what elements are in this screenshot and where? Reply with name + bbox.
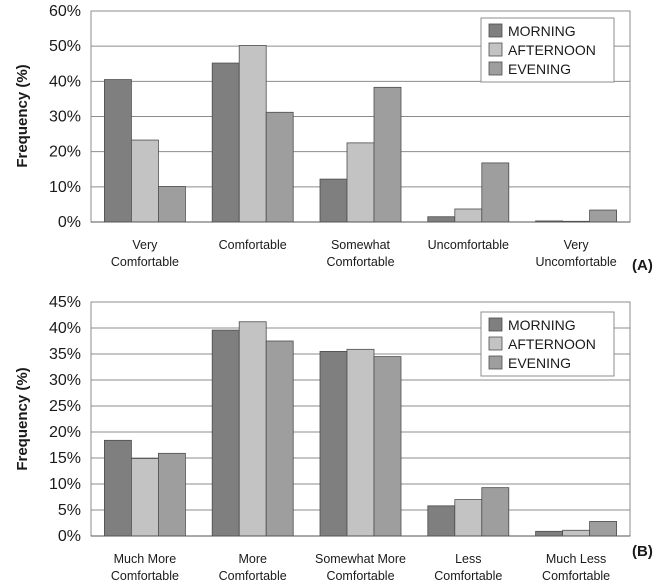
y-tick-label: 50% (49, 38, 81, 55)
x-category-label: Somewhat (331, 238, 391, 252)
y-tick-label: 0% (58, 214, 81, 231)
x-category-label: Comfortable (111, 569, 179, 583)
bar-morning (211, 62, 240, 223)
legend-label: EVENING (508, 61, 571, 77)
bar-morning (535, 530, 563, 537)
legend-label: MORNING (508, 23, 576, 39)
bar-afternoon (238, 45, 267, 223)
legend-swatch (488, 336, 503, 351)
x-category-label: Comfortable (111, 255, 179, 269)
chart-panel-a: 0% 10% 20% 30% 40% 50% 60% Very Comfortable Comfo… (14, 3, 653, 274)
x-category-label: More (238, 552, 267, 566)
y-tick-label: 25% (49, 398, 81, 415)
bar-afternoon (346, 348, 375, 537)
y-tick-label: 30% (49, 109, 81, 126)
legend-label: AFTERNOON (508, 42, 596, 58)
bar-evening (265, 340, 294, 537)
y-tick-label: 40% (49, 320, 81, 337)
bar-morning (427, 216, 456, 223)
y-axis-label: Frequency (%) (14, 367, 31, 470)
bar-afternoon (562, 529, 590, 537)
bar-morning (211, 329, 240, 537)
x-category-label: Comfortable (542, 569, 610, 583)
x-category-label: Very (132, 238, 158, 252)
x-category-label: Much More (114, 552, 177, 566)
bar-afternoon (130, 458, 159, 537)
bar-evening (373, 356, 402, 537)
legend-swatch (488, 23, 503, 38)
y-tick-label: 60% (49, 3, 81, 20)
x-category-label: Less (455, 552, 481, 566)
x-category-label: Somewhat More (315, 552, 406, 566)
panel-label: (A) (632, 257, 653, 274)
x-category-label: Comfortable (434, 569, 502, 583)
x-category-label: Comfortable (219, 238, 287, 252)
bar-morning (319, 178, 348, 223)
y-tick-label: 20% (49, 144, 81, 161)
legend-label: AFTERNOON (508, 336, 596, 352)
y-tick-label: 10% (49, 179, 81, 196)
y-axis-label: Frequency (%) (14, 64, 31, 167)
bar-evening (265, 111, 294, 223)
y-tick-label: 40% (49, 73, 81, 90)
y-tick-label: 5% (58, 502, 81, 519)
y-tick-label: 30% (49, 372, 81, 389)
y-tick-label: 20% (49, 424, 81, 441)
chart-panel-b: 0% 5% 10% 15% 20% 25% 30% 35% 40% 45% Much More Com… (14, 294, 653, 583)
bar-morning (427, 505, 456, 537)
bar-evening (589, 521, 617, 537)
x-category-label: Comfortable (326, 255, 394, 269)
legend: MORNING AFTERNOON EVENING (480, 17, 615, 83)
y-tick-label: 45% (49, 294, 81, 311)
x-category-label: Comfortable (326, 569, 394, 583)
y-tick-label: 15% (49, 450, 81, 467)
x-category-label: Much Less (546, 552, 606, 566)
bar-evening (373, 86, 402, 223)
bar-morning (319, 350, 348, 537)
x-category-label: Uncomfortable (535, 255, 616, 269)
x-category-label: Very (564, 238, 590, 252)
legend-label: EVENING (508, 355, 571, 371)
bar-afternoon (346, 142, 375, 223)
bar-morning (104, 79, 132, 223)
legend-box (480, 311, 615, 377)
bar-afternoon (130, 139, 159, 223)
legend: MORNING AFTERNOON EVENING (480, 311, 615, 377)
legend-swatch (488, 355, 503, 370)
bar-morning (104, 439, 132, 537)
legend-box (480, 17, 615, 83)
bar-afternoon (454, 499, 483, 537)
legend-swatch (488, 42, 503, 57)
bar-evening (589, 209, 617, 223)
bar-evening (481, 487, 510, 537)
legend-swatch (488, 61, 503, 76)
panel-label: (B) (632, 543, 653, 560)
x-category-label: Comfortable (219, 569, 287, 583)
bar-evening (481, 162, 510, 223)
y-tick-label: 35% (49, 346, 81, 363)
y-tick-label: 0% (58, 528, 81, 545)
bar-afternoon (238, 321, 267, 537)
bar-evening (157, 186, 186, 223)
x-category-label: Uncomfortable (428, 238, 509, 252)
legend-swatch (488, 317, 503, 332)
bar-afternoon (454, 208, 483, 223)
bar-evening (157, 452, 186, 537)
legend-label: MORNING (508, 317, 576, 333)
y-tick-label: 10% (49, 476, 81, 493)
